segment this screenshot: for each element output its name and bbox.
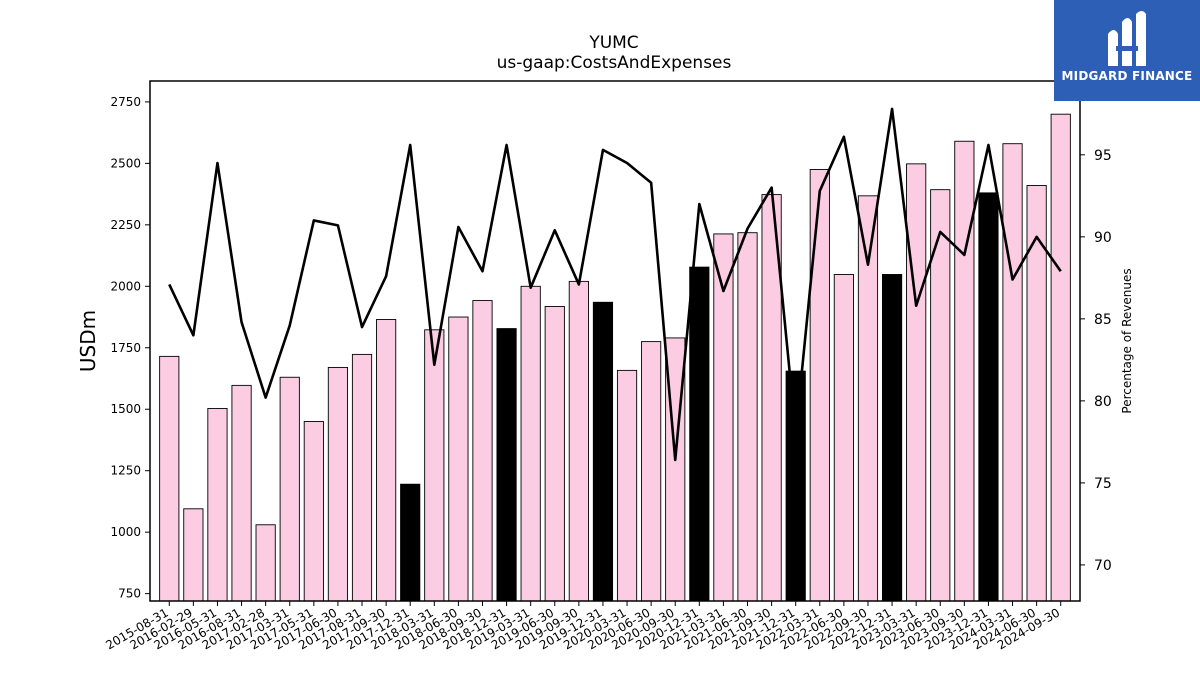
logo-text: MIDGARD FINANCE	[1061, 69, 1193, 83]
y-tick-label: 1500	[110, 402, 141, 416]
bar-2017-02-28	[255, 524, 276, 602]
logo-mark-icon	[1108, 11, 1146, 66]
bar-2016-08-31	[231, 384, 252, 602]
bar-2019-06-30	[544, 306, 565, 602]
bar-2019-03-31	[520, 285, 541, 602]
bar-2022-03-31	[809, 169, 830, 602]
y-tick-label: 1750	[110, 341, 141, 355]
bar-2017-09-30	[376, 319, 397, 602]
y-axis-right: 70 75 80 85 90 95	[1080, 148, 1112, 574]
bar-2017-05-31	[303, 421, 324, 602]
bar-2020-12-31	[689, 266, 710, 602]
bar-2020-03-31	[616, 369, 638, 602]
y-tick-label: 2750	[110, 95, 141, 109]
bar-2018-12-31	[496, 328, 517, 602]
y-tick-label: 2000	[110, 279, 141, 293]
bar-2016-05-31	[207, 408, 228, 602]
bar-2017-06-30	[327, 366, 349, 602]
y-tick-label: 1000	[110, 525, 141, 539]
y-axis-label-left: USDm	[76, 310, 100, 372]
y2-tick-label: 85	[1094, 312, 1112, 328]
bar-2017-03-31	[279, 376, 300, 602]
bar-2023-03-31	[906, 163, 927, 602]
bar-series	[159, 113, 1071, 602]
bar-2021-12-31	[785, 370, 806, 602]
bar-2023-12-31	[978, 192, 999, 602]
y-axis-label-right: Percentage of Revenues	[1120, 268, 1134, 413]
y2-tick-label: 90	[1094, 230, 1112, 246]
bar-2020-06-30	[641, 341, 662, 602]
y2-tick-label: 75	[1094, 476, 1112, 492]
bar-2018-03-31	[424, 329, 445, 602]
y-axis-left: 750 1000 1250 1500 1750 2000 2250 2500 2750	[110, 95, 150, 601]
bar-2018-09-30	[472, 300, 493, 602]
bar-2023-09-30	[954, 140, 975, 602]
percentage-line-series	[168, 107, 1062, 462]
bar-2021-06-30	[737, 232, 758, 602]
chart-subtitle: us-gaap:CostsAndExpenses	[497, 53, 732, 73]
bar-2019-12-31	[592, 301, 614, 602]
bar-2019-09-30	[568, 280, 589, 602]
bar-2015-08-31	[159, 355, 180, 602]
bar-2024-03-31	[1002, 143, 1023, 602]
y-tick-label: 750	[118, 587, 141, 601]
y-tick-label: 2250	[110, 218, 141, 232]
bar-2022-12-31	[881, 274, 903, 602]
y-tick-label: 2500	[110, 156, 141, 170]
midgard-finance-logo: MIDGARD FINANCE	[1054, 0, 1200, 101]
plot-frame	[149, 80, 1081, 602]
chart-title: YUMC	[588, 33, 638, 53]
y2-tick-label: 80	[1094, 394, 1112, 410]
bar-2016-02-29	[183, 508, 204, 602]
bar-2024-09-30	[1050, 113, 1071, 602]
bar-2017-12-31	[400, 483, 421, 602]
y2-tick-label: 95	[1094, 148, 1112, 164]
x-axis: 2015-08-312016-02-292016-05-312016-08-31…	[103, 601, 1062, 652]
bar-2022-06-30	[833, 274, 854, 602]
y-tick-label: 1250	[110, 464, 141, 478]
y2-tick-label: 70	[1094, 558, 1112, 574]
bar-2017-08-31	[351, 353, 373, 602]
percentage-line	[168, 107, 1062, 462]
bar-2018-06-30	[448, 316, 469, 602]
